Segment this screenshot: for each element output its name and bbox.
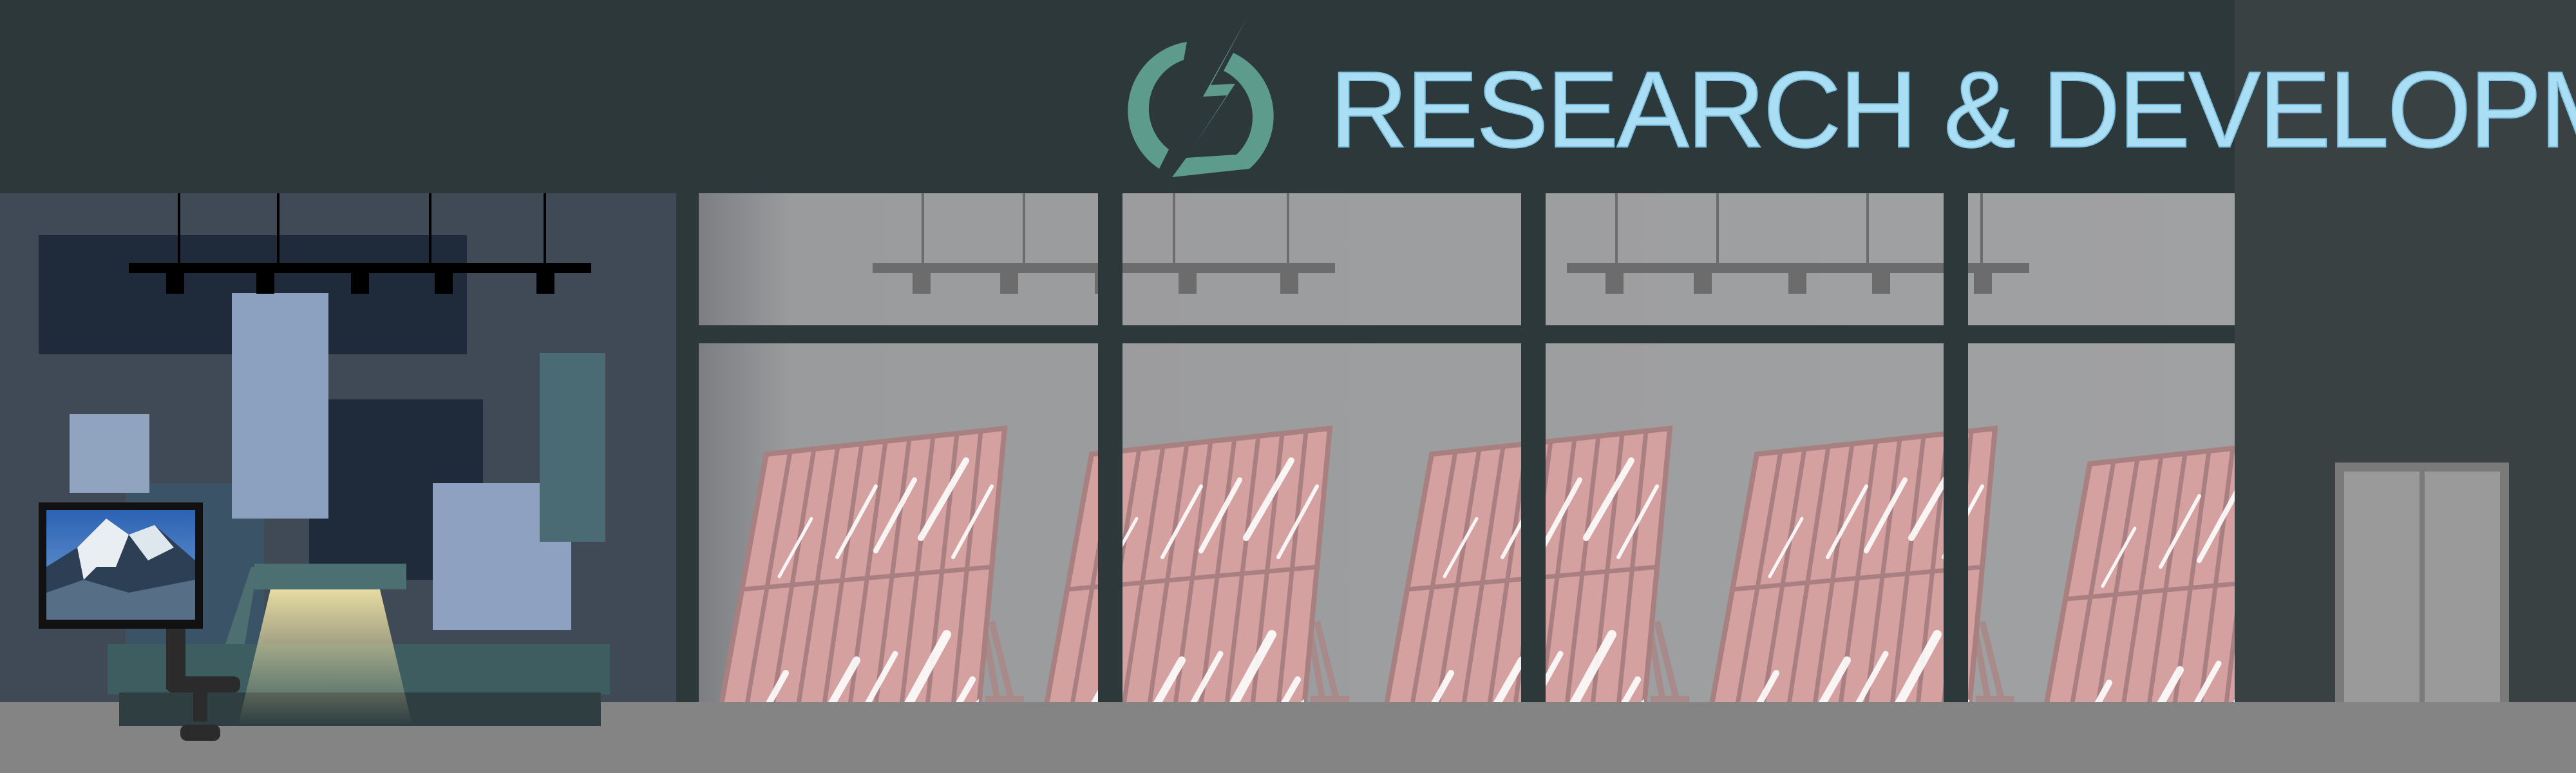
lightning-bolt-icon bbox=[1128, 16, 1274, 177]
office-chair bbox=[166, 618, 240, 741]
track-light-office bbox=[129, 193, 591, 294]
company-sign: RESEARCH & DEVELOPMENT bbox=[1128, 16, 2576, 177]
monitor bbox=[39, 502, 203, 629]
sign-text: RESEARCH & DEVELOPMENT bbox=[1330, 49, 2576, 170]
track-light-showroom-2 bbox=[1567, 193, 2029, 294]
showroom-window bbox=[699, 193, 2235, 702]
office-interior bbox=[0, 193, 676, 741]
window-frames bbox=[676, 193, 2235, 702]
side-door[interactable] bbox=[2335, 463, 2509, 702]
